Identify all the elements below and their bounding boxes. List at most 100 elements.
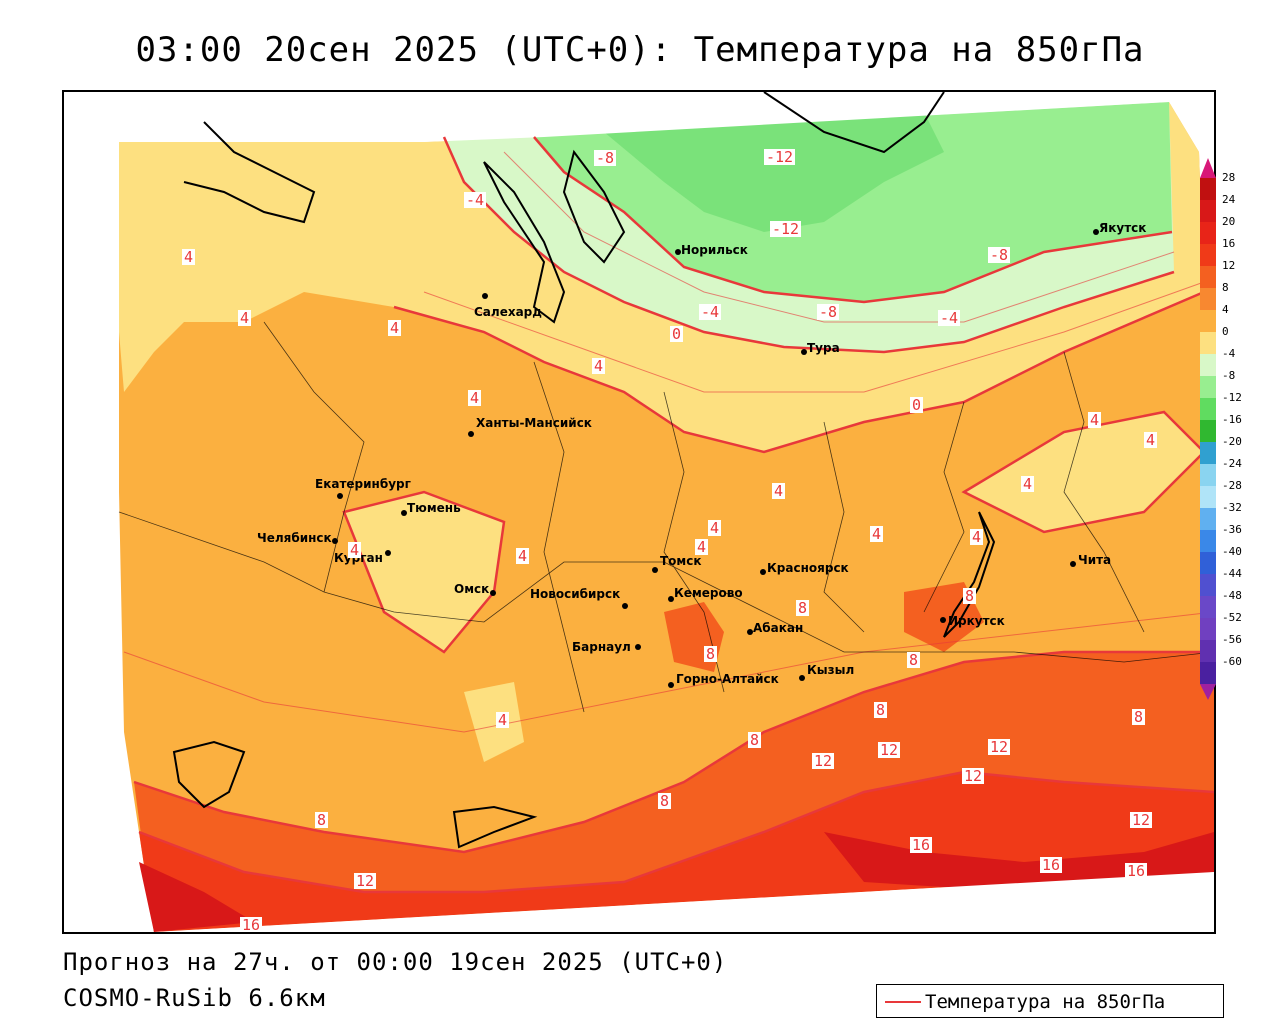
- city-dot: [468, 431, 474, 437]
- colorbar-segment: [1200, 552, 1216, 574]
- contour-label: 4: [1144, 431, 1158, 449]
- city-dot: [622, 603, 628, 609]
- city-label: Норильск: [681, 243, 748, 257]
- colorbar-tick-label: -4: [1222, 347, 1236, 360]
- map-title: 03:00 20сен 2025 (UTC+0): Температура на…: [135, 30, 1145, 70]
- colorbar-segment: [1200, 640, 1216, 662]
- city-dot: [760, 569, 766, 575]
- legend-label: Температура на 850гПа: [925, 991, 1166, 1013]
- contour-label: 16: [240, 916, 263, 934]
- colorbar-tick-label: -40: [1222, 545, 1242, 558]
- coastline-taimyr: [763, 92, 945, 154]
- colorbar-tick-label: -56: [1222, 633, 1242, 646]
- colorbar-tick-label: 20: [1222, 215, 1236, 228]
- contour-label: 4: [182, 248, 196, 266]
- contour-minus4: [442, 136, 1175, 354]
- city-label: Абакан: [753, 621, 804, 635]
- colorbar-tick-label: 24: [1222, 193, 1236, 206]
- patch-south: [464, 682, 524, 762]
- city-label: Тюмень: [407, 501, 461, 515]
- contour-label: 4: [708, 519, 722, 537]
- contour-label: 12: [962, 767, 985, 785]
- colorbar-segment: [1200, 662, 1216, 684]
- contour-label: 4: [870, 525, 884, 543]
- field-16: [139, 832, 1214, 932]
- contour-label: -12: [770, 220, 802, 238]
- colorbar-segment: [1200, 486, 1216, 508]
- contour-label: -4: [699, 303, 722, 321]
- colorbar-tick-label: -52: [1222, 611, 1242, 624]
- city-label: Горно-Алтайск: [676, 672, 779, 686]
- colorbar-tick-label: -24: [1222, 457, 1242, 470]
- city-dot: [940, 617, 946, 623]
- contour-label: 8: [796, 599, 810, 617]
- colorbar-segment: [1200, 420, 1216, 442]
- city-dot: [337, 493, 343, 499]
- contour-label: 4: [238, 309, 252, 327]
- contour-12: [138, 770, 1214, 894]
- temperature-map: Салехард Норильск Якутск Тура Ханты-Манс…: [62, 90, 1216, 934]
- contour-label: -12: [764, 148, 796, 166]
- city-label: Курган: [334, 551, 383, 565]
- city-label: Новосибирск: [530, 587, 621, 601]
- city-dot: [652, 567, 658, 573]
- colorbar-top-arrow-icon: [1200, 158, 1216, 178]
- city-label: Кемерово: [674, 586, 743, 600]
- colorbar-tick-label: -44: [1222, 567, 1242, 580]
- contour-label: 4: [592, 357, 606, 375]
- contour-label: 8: [907, 651, 921, 669]
- city-dot: [635, 644, 641, 650]
- city-dot: [668, 682, 674, 688]
- contour-label: 8: [704, 645, 718, 663]
- contour-label: 4: [970, 528, 984, 546]
- colorbar-segment: [1200, 508, 1216, 530]
- city-label: Челябинск: [257, 531, 332, 545]
- colorbar-segment: [1200, 200, 1216, 222]
- city-label: Кызыл: [807, 663, 855, 677]
- city-label: Тура: [807, 341, 840, 355]
- contour-label: 4: [468, 389, 482, 407]
- colorbar-segment: [1200, 222, 1216, 244]
- colorbar-segment: [1200, 618, 1216, 640]
- city-dot: [801, 349, 807, 355]
- contour-label: 4: [695, 538, 709, 556]
- contour-0: [393, 290, 1205, 454]
- colorbar-tick-label: 8: [1222, 281, 1229, 294]
- city-label: Иркутск: [948, 614, 1005, 628]
- contour-label: 4: [1021, 475, 1035, 493]
- city-dot: [675, 249, 681, 255]
- colorbar-segment: [1200, 288, 1216, 310]
- colorbar-tick-label: 28: [1222, 171, 1236, 184]
- lake-aral: [172, 740, 246, 809]
- colorbar-segment: [1200, 596, 1216, 618]
- contour-label: 8: [1132, 708, 1146, 726]
- colorbar-segment: [1200, 310, 1216, 332]
- contour-label: -8: [988, 246, 1011, 264]
- contour-label: 4: [516, 547, 530, 565]
- contour-minus8: [533, 136, 1173, 304]
- lake-baikal: [943, 511, 996, 638]
- coastline-white-sea: [183, 121, 316, 224]
- colorbar-tick-label: -36: [1222, 523, 1242, 536]
- contour-label: 4: [388, 319, 402, 337]
- city-label: Чита: [1078, 553, 1112, 567]
- colorbar-tick-label: -16: [1222, 413, 1242, 426]
- city-dot: [1070, 561, 1076, 567]
- contour-label: 4: [348, 541, 362, 559]
- contour-label: -4: [938, 309, 961, 327]
- city-dot: [668, 596, 674, 602]
- colorbar-segment: [1200, 464, 1216, 486]
- colorbar-segment: [1200, 332, 1216, 354]
- contour-label: -4: [464, 191, 487, 209]
- colorbar-segment: [1200, 354, 1216, 376]
- colorbar-tick-label: -8: [1222, 369, 1236, 382]
- contour-label: 8: [748, 731, 762, 749]
- contour-label: 12: [1130, 811, 1153, 829]
- field-minus12: [604, 112, 944, 232]
- city-label: Барнаул: [572, 640, 631, 654]
- city-label: Салехард: [474, 305, 542, 319]
- contour-label: 12: [988, 738, 1011, 756]
- contour-label: -8: [817, 303, 840, 321]
- city-label: Якутск: [1099, 221, 1147, 235]
- colorbar-tick-label: -60: [1222, 655, 1242, 668]
